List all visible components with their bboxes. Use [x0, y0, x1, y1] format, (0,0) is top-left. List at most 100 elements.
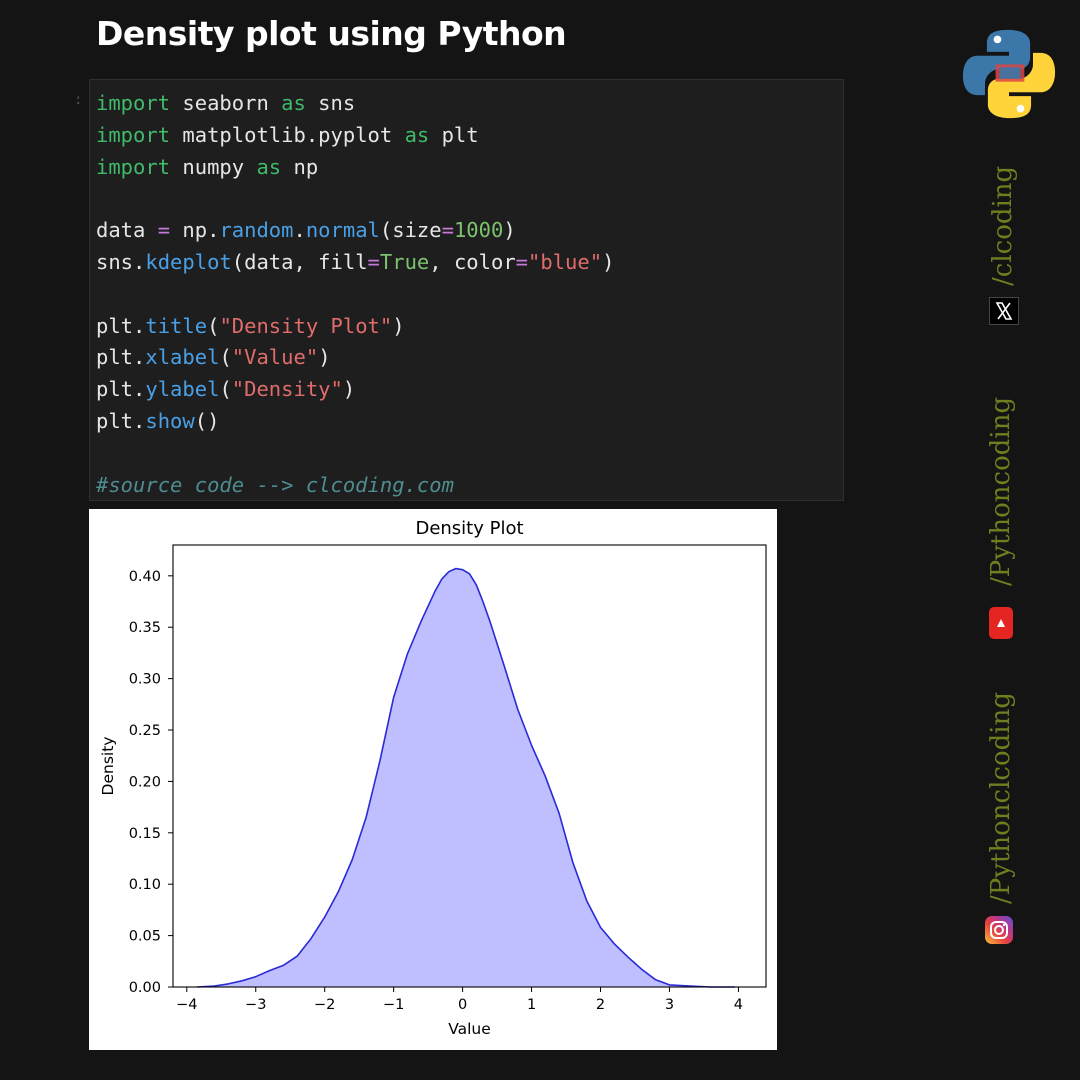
y-tick-label: 0.20	[129, 774, 161, 790]
code-token: =	[367, 249, 380, 274]
code-line: data = np.random.normal(size=1000)	[96, 215, 614, 247]
code-token: (data, fill	[231, 249, 368, 274]
instagram-icon[interactable]	[985, 916, 1013, 944]
x-tick-label: −1	[383, 997, 404, 1013]
code-token: )	[392, 313, 405, 338]
code-token: )	[342, 377, 356, 402]
page-title: Density plot using Python	[96, 14, 567, 53]
code-line: plt.show()	[96, 406, 614, 438]
y-axis-label: Density	[99, 737, 117, 796]
code-token: import	[96, 122, 171, 147]
y-tick-label: 0.40	[129, 569, 161, 585]
code-token: "Value"	[231, 345, 319, 370]
code-token: np	[281, 154, 319, 179]
code-token: (	[219, 345, 232, 370]
code-token: .	[293, 218, 306, 243]
code-token: plt.	[96, 377, 146, 402]
chart-title: Density Plot	[415, 518, 523, 539]
youtube-handle[interactable]: /Pythoncoding	[986, 396, 1016, 586]
code-token: "blue"	[528, 249, 603, 274]
code-token: numpy	[170, 154, 257, 179]
x-tick-label: 4	[734, 997, 743, 1013]
code-line: plt.xlabel("Value")	[96, 342, 614, 374]
x-tick-label: 3	[665, 997, 674, 1013]
y-tick-label: 0.00	[129, 980, 161, 996]
cell-marker: :	[74, 92, 83, 108]
code-token: "Density Plot"	[219, 313, 393, 338]
code-line	[96, 183, 614, 215]
code-token: ylabel	[145, 377, 220, 402]
code-token: kdeplot	[145, 249, 232, 274]
code-token: sns	[305, 91, 356, 115]
code-line: import numpy as np	[96, 152, 614, 184]
python-logo-icon	[962, 29, 1056, 119]
code-token: show	[145, 408, 195, 433]
axes-frame	[172, 544, 767, 988]
code-token: )	[602, 249, 615, 274]
code-block[interactable]: : import seaborn as sns import matplotlib…	[74, 79, 844, 501]
instagram-handle[interactable]: /Pythonclcoding	[986, 692, 1016, 904]
code-token: plt.	[96, 313, 146, 338]
x-tick-label: −4	[176, 997, 197, 1013]
code-token: ()	[194, 408, 220, 433]
x-tick-label: 0	[458, 997, 467, 1013]
code-token: random	[219, 218, 294, 243]
kde-fill-area	[197, 568, 736, 987]
code-token: import	[96, 91, 171, 115]
code-lines: import seaborn as sns import matplotlib.p…	[96, 88, 614, 501]
code-line: plt.title("Density Plot")	[96, 311, 614, 343]
code-token: 1000	[453, 218, 504, 243]
y-tick-label: 0.35	[129, 620, 161, 636]
code-token: plt	[429, 122, 479, 147]
code-line: plt.ylabel("Density")	[96, 374, 614, 406]
code-token: title	[145, 313, 208, 338]
code-token: True	[379, 249, 430, 274]
code-token: (	[219, 377, 232, 402]
code-token: np.	[170, 218, 220, 243]
code-token: as	[404, 122, 430, 147]
code-token: seaborn	[170, 91, 282, 115]
code-line	[96, 279, 614, 311]
code-line: import seaborn as sns	[96, 88, 614, 120]
code-token: )	[503, 218, 516, 243]
plot-panel: −4 −3 −2 −1 0 1 2 3 4 0.00 0.05 0.10 0.15 0.20 0.25 0.3…	[89, 509, 777, 1050]
code-token: plt.	[96, 408, 146, 433]
kde-line	[197, 567, 735, 988]
y-tick-label: 0.10	[129, 877, 161, 893]
code-token: normal	[305, 218, 380, 243]
code-token: , color	[429, 249, 516, 274]
code-token: as	[281, 91, 306, 115]
y-tick-label: 0.25	[129, 723, 161, 739]
code-token: (size	[379, 218, 442, 243]
code-token: =	[441, 218, 454, 243]
y-tick-label: 0.30	[129, 672, 161, 688]
y-tick-label: 0.15	[129, 826, 161, 842]
code-line: #source code --> clcoding.com	[96, 470, 614, 502]
youtube-icon[interactable]	[989, 607, 1013, 639]
x-tick-label: −3	[245, 997, 266, 1013]
x-axis-label: Value	[448, 1020, 491, 1038]
code-token: import	[96, 154, 171, 179]
code-line: import matplotlib.pyplot as plt	[96, 120, 614, 152]
code-line	[96, 438, 614, 470]
y-tick-label: 0.05	[129, 929, 161, 945]
code-token: matplotlib.pyplot	[170, 122, 405, 147]
x-tick-label: 1	[527, 997, 536, 1013]
density-chart: −4 −3 −2 −1 0 1 2 3 4 0.00 0.05 0.10 0.15 0.20 0.25 0.3…	[99, 518, 767, 1038]
code-token: as	[256, 154, 282, 179]
code-token: =	[157, 218, 171, 243]
code-token: xlabel	[145, 345, 220, 370]
code-token: )	[318, 345, 331, 370]
code-token: sns.	[96, 249, 146, 274]
code-line: sns.kdeplot(data, fill=True, color="blue…	[96, 247, 614, 279]
code-token: =	[515, 249, 529, 274]
code-token: #source code --> clcoding.com	[96, 472, 454, 497]
code-token: "Density"	[231, 377, 343, 402]
x-twitter-icon[interactable]	[989, 297, 1019, 325]
code-token: (	[207, 313, 220, 338]
code-token: data	[96, 218, 158, 243]
twitter-handle[interactable]: /clcoding	[988, 165, 1018, 286]
code-token: plt.	[96, 345, 146, 370]
x-tick-label: −2	[314, 997, 335, 1013]
x-tick-label: 2	[596, 997, 605, 1013]
